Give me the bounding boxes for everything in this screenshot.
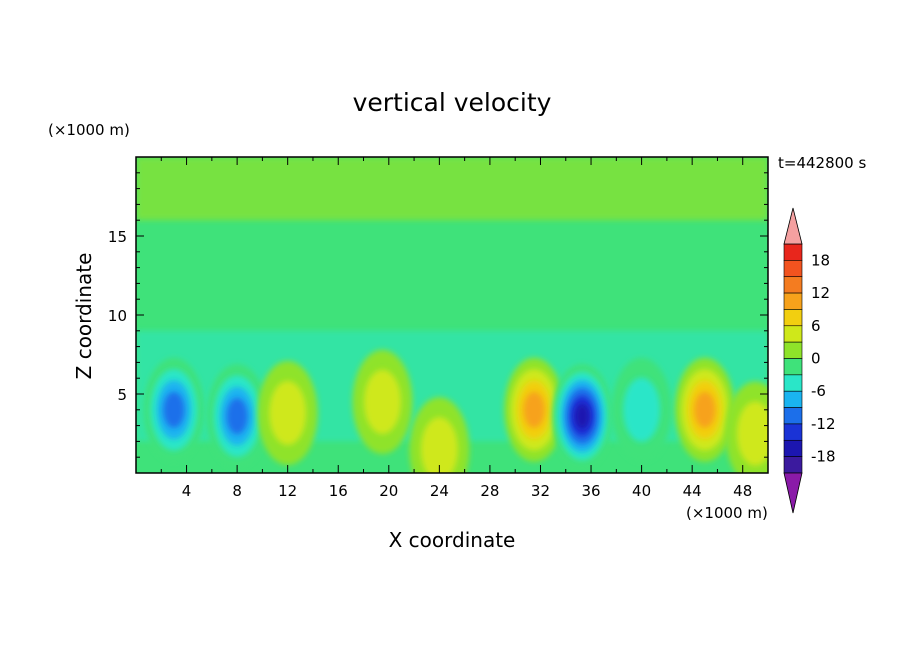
time-label: t=442800 s (778, 154, 866, 172)
y-axis-label: Z coordinate (72, 253, 96, 380)
contour-level (269, 380, 307, 445)
colorbar: 18 12 6 0 -6 -12 -18 (783, 207, 836, 514)
colorbar-tick-label: 0 (811, 350, 821, 368)
x-axis-label: X coordinate (389, 528, 516, 552)
colorbar-under-arrow (783, 472, 803, 514)
velocity-feature (409, 397, 470, 473)
velocity-field (136, 157, 768, 473)
x-axis: 4 8 12 16 20 24 28 32 36 40 44 48 (160, 157, 752, 500)
contour-level (623, 377, 661, 442)
contour-level (420, 417, 458, 473)
x-axis-unit: (×1000 m) (686, 504, 768, 522)
upper-level-band (136, 157, 768, 221)
contour-level (163, 391, 185, 428)
x-tick-label: 36 (581, 482, 600, 500)
plot-area (135, 156, 769, 474)
colorbar-segment (783, 276, 803, 294)
velocity-feature (611, 357, 672, 462)
x-tick-label: 32 (531, 482, 550, 500)
colorbar-segment (783, 292, 803, 310)
colorbar-segment (783, 456, 803, 474)
velocity-feature (725, 381, 768, 473)
velocity-feature (257, 360, 318, 465)
velocity-feature (674, 357, 735, 462)
contour-level (226, 398, 248, 435)
x-tick-label: 8 (232, 482, 242, 500)
velocity-feature (504, 357, 565, 462)
y-tick-label: 15 (108, 228, 127, 246)
x-tick-label: 44 (683, 482, 702, 500)
colorbar-segment (783, 341, 803, 359)
colorbar-tick-label: -12 (811, 415, 836, 433)
colorbar-tick-label: 12 (811, 284, 830, 302)
y-tick-label: 10 (108, 307, 127, 325)
colorbar-segment (783, 374, 803, 392)
colorbar-segment (783, 243, 803, 261)
velocity-feature (207, 364, 268, 469)
velocity-feature (352, 349, 413, 454)
contour-level (694, 391, 716, 428)
velocity-feature (552, 364, 613, 469)
colorbar-tick-label: -18 (811, 448, 836, 466)
x-tick-label: 12 (278, 482, 297, 500)
x-tick-label: 24 (430, 482, 449, 500)
colorbar-tick-label: 6 (811, 317, 821, 335)
colorbar-segment (783, 390, 803, 408)
colorbar-segment (783, 260, 803, 278)
contour-level (364, 369, 401, 434)
x-tick-label: 48 (733, 482, 752, 500)
x-tick-label: 16 (329, 482, 348, 500)
velocity-feature (143, 357, 204, 462)
contour-level (574, 403, 590, 429)
colorbar-segment (783, 407, 803, 425)
y-axis: 5 10 15 (108, 172, 768, 458)
contour-level (523, 391, 545, 428)
x-tick-label: 4 (182, 482, 192, 500)
contour-level (736, 401, 768, 466)
chart-title: vertical velocity (353, 88, 552, 117)
colorbar-segment (783, 439, 803, 457)
colorbar-segment (783, 325, 803, 343)
colorbar-tick-label: -6 (811, 382, 826, 400)
x-tick-label: 20 (379, 482, 398, 500)
y-tick-label: 5 (117, 386, 127, 404)
colorbar-segment (783, 309, 803, 327)
colorbar-tick-label: 18 (811, 251, 830, 269)
x-tick-label: 28 (480, 482, 499, 500)
colorbar-over-arrow (783, 207, 803, 245)
y-axis-unit: (×1000 m) (48, 121, 130, 139)
colorbar-segment (783, 358, 803, 376)
x-tick-label: 40 (632, 482, 651, 500)
colorbar-segment (783, 423, 803, 441)
